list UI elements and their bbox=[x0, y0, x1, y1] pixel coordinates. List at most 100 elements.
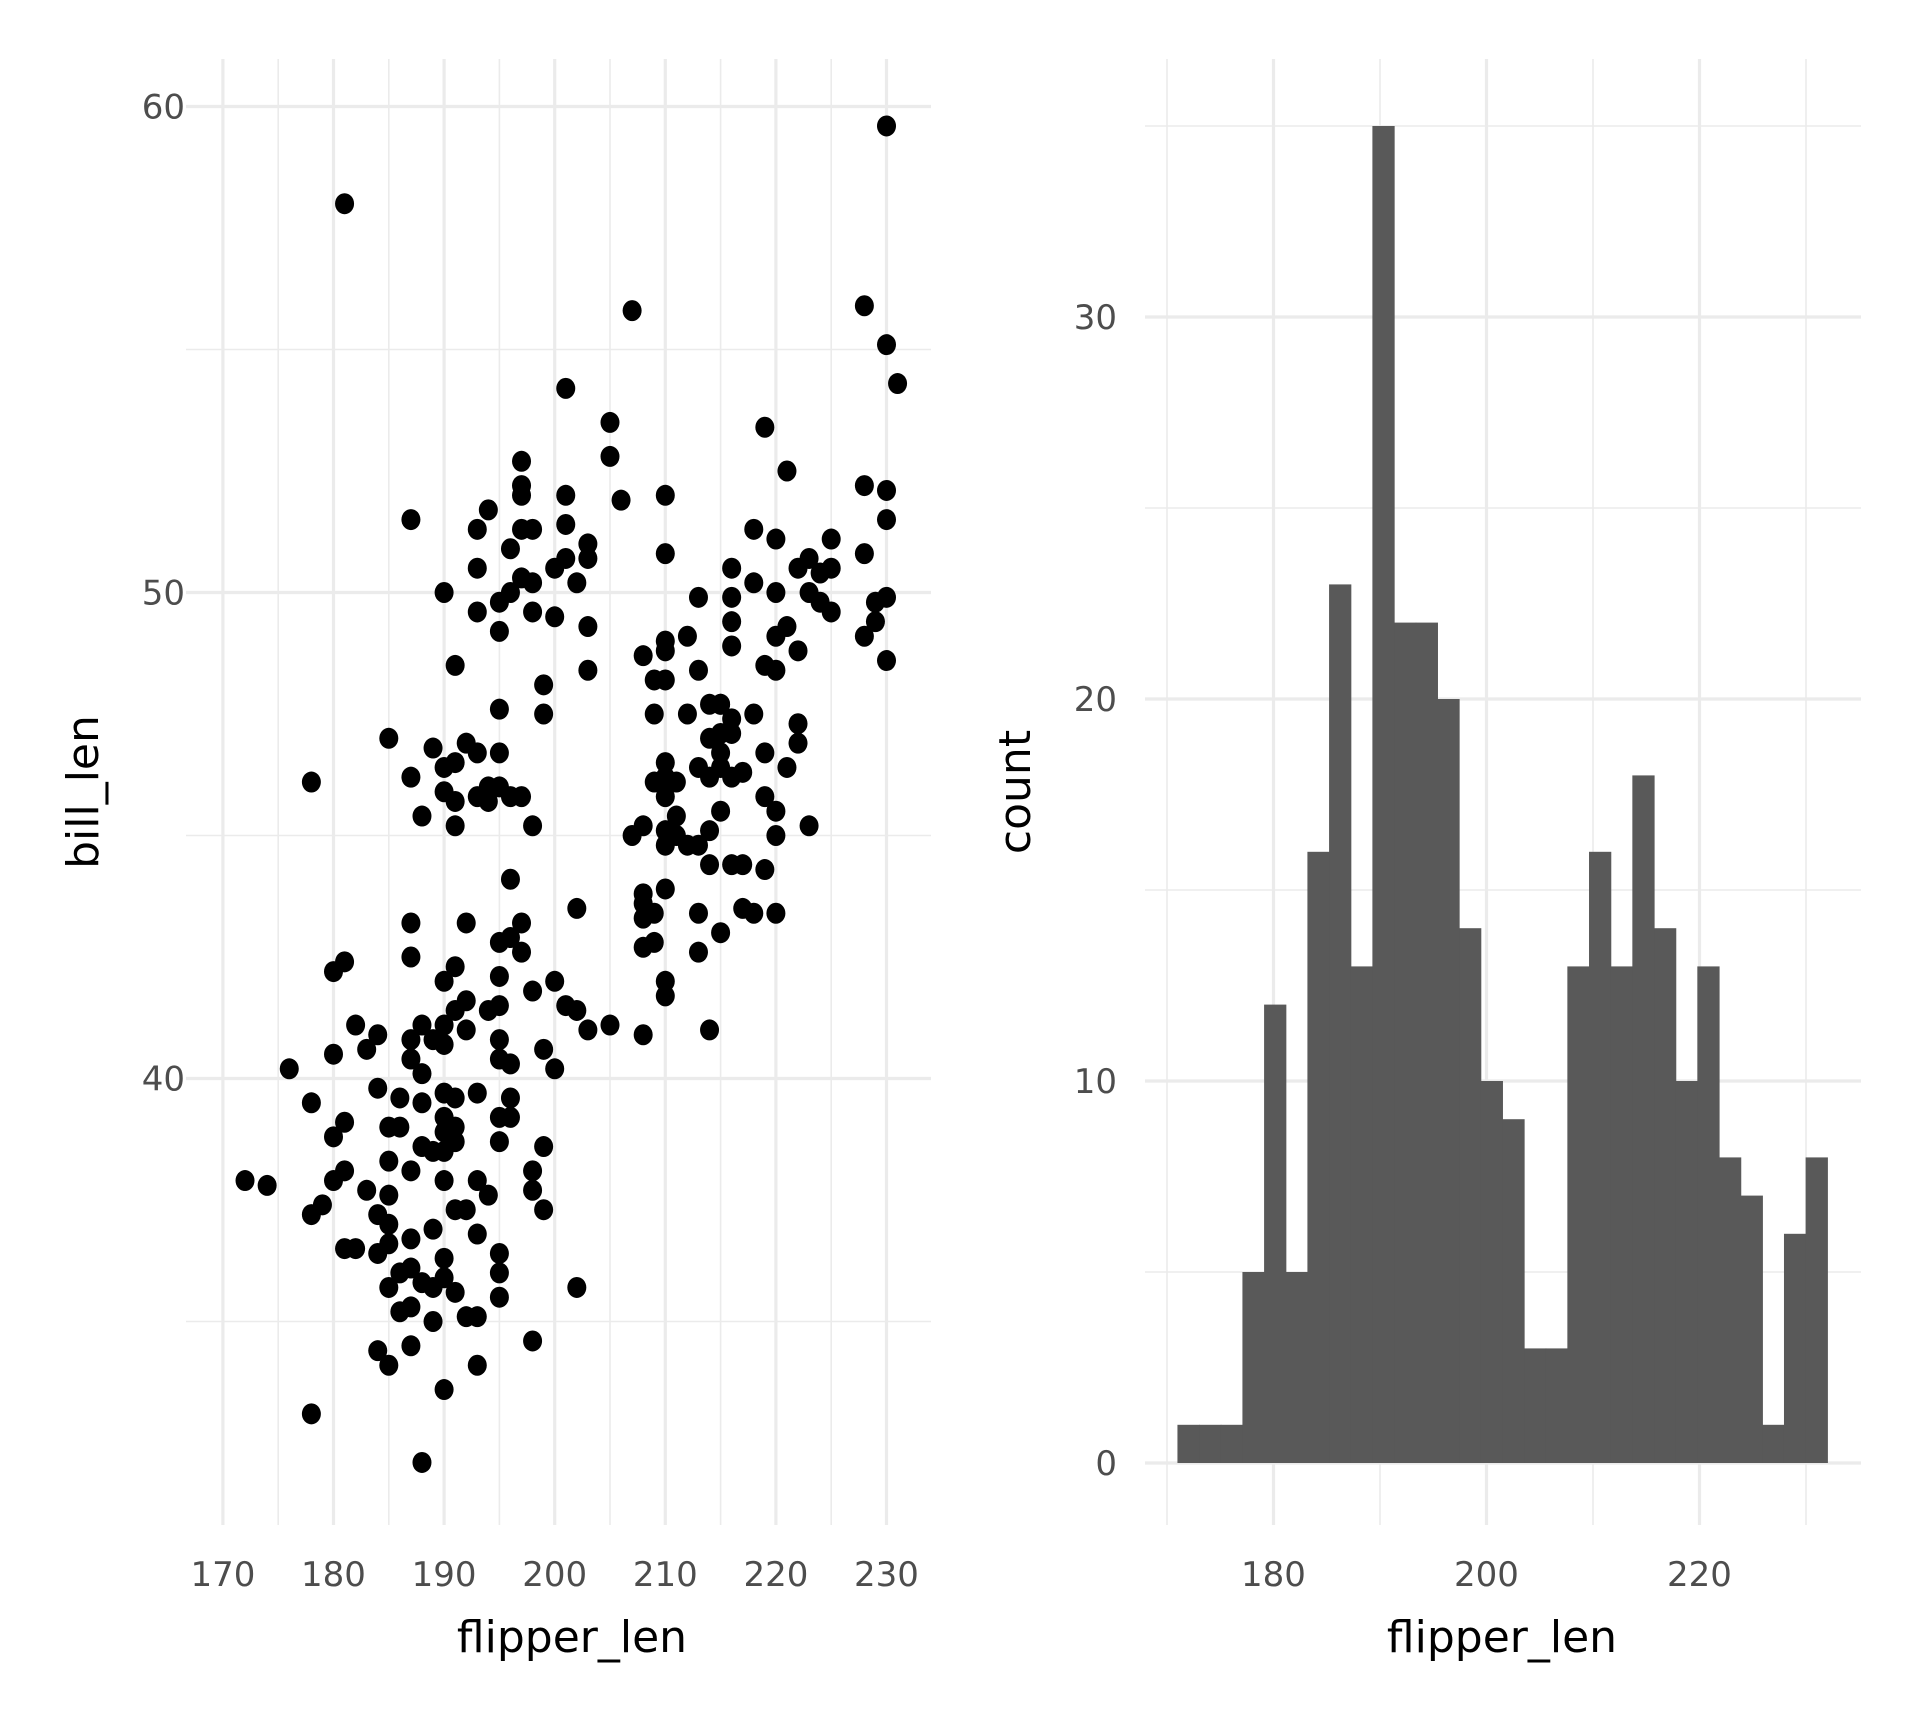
data-point bbox=[877, 509, 896, 531]
data-point bbox=[500, 1053, 520, 1075]
data-point bbox=[434, 1170, 454, 1192]
data-point bbox=[401, 912, 421, 934]
scatter-panel: 170 180 190 200 210 220 230 40 50 60 bbox=[142, 59, 931, 1595]
data-point bbox=[379, 1213, 399, 1235]
histogram-bar bbox=[1459, 928, 1482, 1463]
data-point bbox=[324, 961, 343, 983]
data-point bbox=[877, 479, 896, 501]
data-point bbox=[722, 708, 742, 730]
y-tick-label: 30 bbox=[1074, 298, 1117, 338]
data-point bbox=[489, 1131, 509, 1153]
data-point bbox=[401, 1029, 421, 1051]
data-point bbox=[688, 586, 708, 608]
data-point bbox=[478, 790, 498, 812]
data-point bbox=[722, 635, 742, 657]
data-point bbox=[578, 1019, 598, 1041]
data-point bbox=[755, 859, 775, 881]
x-tick-label: 180 bbox=[1241, 1555, 1306, 1595]
y-tick-label: 40 bbox=[142, 1060, 185, 1100]
data-point bbox=[567, 897, 587, 919]
histogram-bar bbox=[1415, 622, 1438, 1463]
data-point bbox=[489, 1029, 509, 1051]
data-point bbox=[556, 547, 576, 569]
data-point bbox=[523, 1330, 543, 1352]
data-point bbox=[688, 834, 708, 856]
data-point bbox=[644, 931, 664, 953]
data-point bbox=[478, 999, 498, 1021]
histogram-bar bbox=[1740, 1195, 1763, 1463]
data-point bbox=[655, 786, 675, 808]
data-point bbox=[788, 713, 808, 735]
data-point bbox=[500, 538, 520, 560]
data-point bbox=[467, 557, 487, 579]
data-point bbox=[523, 980, 543, 1002]
histogram-bar bbox=[1610, 966, 1633, 1463]
data-point bbox=[666, 771, 686, 793]
data-point bbox=[489, 1262, 509, 1284]
data-point bbox=[556, 484, 576, 506]
data-point bbox=[711, 922, 731, 944]
histogram-bar bbox=[1502, 1119, 1525, 1463]
data-point bbox=[534, 703, 554, 725]
data-point bbox=[788, 640, 808, 662]
data-point bbox=[877, 650, 896, 672]
data-point bbox=[700, 820, 720, 842]
data-point bbox=[523, 1179, 543, 1201]
data-point bbox=[556, 377, 576, 399]
data-point bbox=[434, 1140, 454, 1162]
y-tick-label: 60 bbox=[142, 88, 185, 128]
histogram-bar bbox=[1545, 1348, 1568, 1463]
data-point bbox=[401, 1160, 421, 1182]
data-point bbox=[865, 591, 885, 613]
data-point bbox=[766, 582, 786, 603]
data-point bbox=[722, 557, 742, 579]
data-point bbox=[346, 1238, 366, 1260]
data-point bbox=[423, 1218, 443, 1240]
histogram-bar bbox=[1285, 1272, 1309, 1463]
data-point bbox=[512, 484, 532, 506]
data-point bbox=[467, 1306, 487, 1328]
data-point bbox=[744, 703, 764, 725]
histogram-bar bbox=[1437, 699, 1460, 1463]
data-point bbox=[766, 800, 786, 822]
data-point bbox=[766, 528, 786, 550]
data-point bbox=[854, 295, 874, 317]
data-point bbox=[401, 946, 421, 968]
scatter-y-axis-title: bill_len bbox=[58, 715, 109, 869]
data-point bbox=[722, 611, 742, 633]
data-point bbox=[279, 1058, 299, 1080]
data-point bbox=[655, 640, 675, 662]
data-point bbox=[799, 815, 819, 837]
data-point bbox=[545, 970, 565, 992]
data-point bbox=[655, 970, 675, 992]
data-point bbox=[578, 547, 598, 569]
histogram-bar bbox=[1632, 775, 1655, 1463]
data-point bbox=[766, 659, 786, 681]
data-point bbox=[545, 1058, 565, 1080]
histogram-bar bbox=[1589, 851, 1612, 1463]
data-point bbox=[467, 742, 487, 764]
data-point bbox=[744, 902, 764, 924]
data-point bbox=[401, 1228, 421, 1250]
data-point bbox=[324, 1043, 343, 1065]
data-point bbox=[434, 756, 454, 778]
histogram-bar bbox=[1480, 1081, 1503, 1463]
histogram-bar bbox=[1783, 1233, 1807, 1463]
data-point bbox=[467, 518, 487, 540]
data-point bbox=[489, 742, 509, 764]
data-point bbox=[711, 742, 731, 764]
data-point bbox=[456, 1019, 476, 1041]
data-point bbox=[600, 445, 620, 467]
data-point bbox=[744, 572, 764, 594]
data-point bbox=[512, 450, 532, 472]
data-point bbox=[534, 1199, 554, 1221]
data-point bbox=[512, 912, 532, 934]
data-point bbox=[434, 582, 454, 603]
data-point bbox=[379, 727, 399, 749]
data-point bbox=[611, 489, 631, 511]
data-point bbox=[666, 805, 686, 827]
data-point bbox=[489, 620, 509, 642]
data-point bbox=[688, 941, 708, 963]
data-point bbox=[733, 761, 753, 783]
